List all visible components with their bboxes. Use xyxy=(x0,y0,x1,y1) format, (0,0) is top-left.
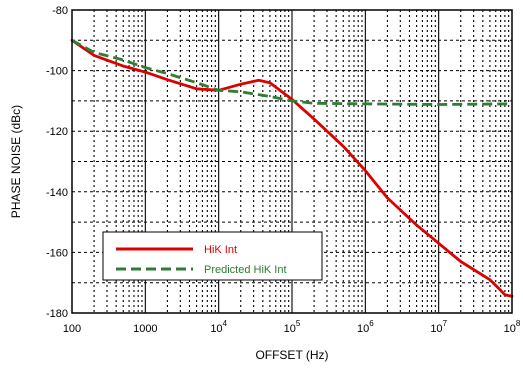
plot-frame xyxy=(71,9,513,314)
legend: HiK Int Predicted HiK Int xyxy=(102,231,323,281)
y-tick-label: -140 xyxy=(46,187,68,199)
x-tick-label: 106 xyxy=(357,319,374,335)
y-tick-label: -100 xyxy=(46,66,68,78)
legend-box xyxy=(102,231,323,281)
legend-label-hik-int: HiK Int xyxy=(204,244,237,256)
x-axis-title: OFFSET (Hz) xyxy=(255,348,328,362)
legend-label-predicted-hik-int: Predicted HiK Int xyxy=(204,264,287,276)
y-tick-label: -120 xyxy=(46,126,68,138)
x-tick-label: 100 xyxy=(63,323,81,335)
x-tick-label: 105 xyxy=(284,319,301,335)
series-line-hik-int xyxy=(70,38,514,298)
y-tick-label: -180 xyxy=(46,308,68,320)
x-tick-label: 108 xyxy=(504,319,521,335)
x-tick-label: 107 xyxy=(430,319,447,335)
tick-labels: -80 -100 -120 -140 -160 -180 100 1000 104 105 106 1… xyxy=(46,5,521,335)
x-tick-label: 1000 xyxy=(133,323,157,335)
y-tick-label: -80 xyxy=(52,5,68,17)
x-tick-label: 104 xyxy=(210,319,227,335)
series-layer xyxy=(70,38,514,298)
y-tick-label: -160 xyxy=(46,247,68,259)
y-axis-title: PHASE NOISE (dBc) xyxy=(9,105,23,218)
series-line-predicted-hik-int xyxy=(71,39,513,106)
